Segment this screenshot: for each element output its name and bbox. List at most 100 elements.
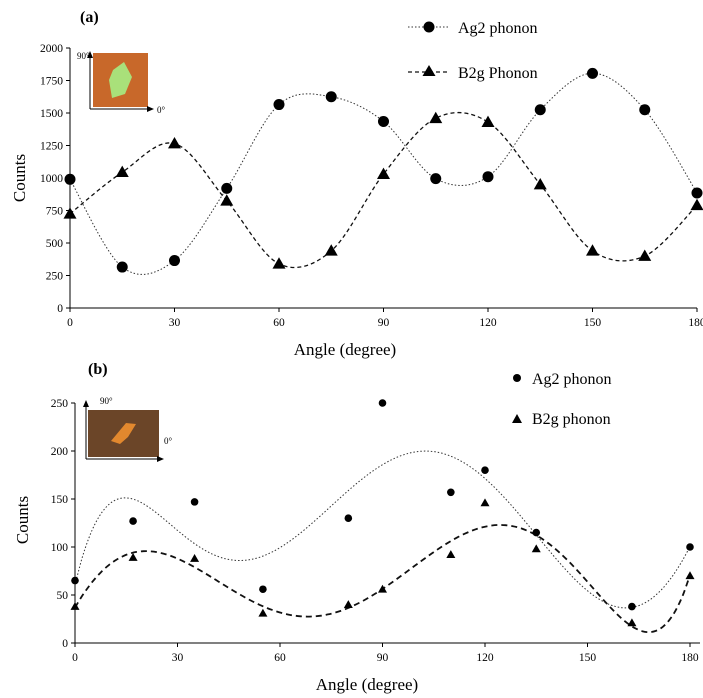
panel-a-ag2-point [64,173,76,185]
panel-b-ag2-point [447,488,455,497]
panel-a-legend-b2g-label: B2g Phonon [458,65,538,82]
panel-b-x-axis-title: Angle (degree) [316,675,418,694]
panel-b-x-tick-label: 180 [681,652,699,664]
panel-a-inset-0-label: 0° [157,105,166,115]
panel-b-b2g-point [378,584,387,593]
panel-a-b2g-point [586,244,599,256]
panel-b-b2g-point [70,602,80,610]
panel-b-label: (b) [88,361,108,378]
panel-b-x-tick-label: 150 [579,652,597,664]
panel-a-y-tick-label: 500 [46,238,64,250]
panel-a-x-tick-label: 120 [479,317,497,329]
panel-a-b2g-point [272,257,286,269]
panel-b: (b) 0 30 60 90 120 150 180 0 50 100 150 200 250 Ang… [13,361,700,694]
panel-b-inset-90-label: 90° [100,396,113,406]
panel-a-x-tick-label: 60 [273,317,285,329]
panel-a-ag2-point [482,171,494,183]
panel-a-label: (a) [80,9,99,26]
panel-a-b2g-point [429,111,443,124]
panel-a-x-tick-label: 90 [378,317,390,329]
panel-a-ag2-point [273,99,285,111]
panel-b-b2g-fit-line [74,524,691,634]
panel-a-inset-90-label: 90° [77,51,90,61]
panel-b-x-tick-label: 0 [72,652,78,664]
panel-b-legend-ag2-label: Ag2 phonon [532,371,612,388]
panel-a-x-tick-label: 150 [584,317,602,329]
panel-b-b2g-point [531,544,541,553]
panel-a-b2g-point [533,178,547,190]
panel-a: (a) 0 30 60 90 120 150 180 0 250 500 750 1000 1250 1… [10,9,703,359]
panel-b-b2g-point [627,618,637,627]
panel-a-ag2-point [639,104,651,116]
panel-b-b2g-point [446,550,456,559]
panel-a-ag2-point [691,187,703,199]
panel-b-ag2-point [686,543,694,551]
panel-a-y-tick-label: 2000 [40,43,63,55]
panel-a-y-tick-label: 250 [46,271,64,283]
panel-a-legend-ag2-label: Ag2 phonon [458,20,538,37]
panel-a-b2g-fit-line [69,112,698,269]
panel-a-y-tick-label: 750 [46,206,64,218]
panel-b-legend-b2g-label: B2g phonon [532,411,611,428]
panel-b-ag2-point [628,602,636,611]
panel-a-y-tick-label: 1250 [40,141,63,153]
panel-b-b2g-point [190,554,200,562]
panel-a-y-tick-label: 1750 [40,76,63,88]
panel-a-b2g-point [638,249,652,261]
panel-a-inset-flake [109,62,132,98]
panel-b-b2g-point [685,571,695,580]
panel-a-ag2-point [378,115,389,127]
panel-b-inset-flake [111,423,136,444]
panel-a-ag2-point [116,261,128,273]
panel-b-x-tick-label: 120 [476,652,494,664]
panel-a-legend: Ag2 phonon B2g Phonon [408,20,538,82]
panel-b-legend: Ag2 phonon B2g phonon [512,371,612,428]
panel-b-y-axis-title: Counts [13,496,32,544]
panel-a-x-tick-label: 30 [169,317,181,329]
panel-b-ag2-point [71,576,79,585]
panel-a-b2g-point [690,198,703,211]
panel-a-ag2-point [430,173,442,185]
panel-b-legend-b2g-marker [512,414,522,423]
panel-b-ag2-point [532,528,541,537]
panel-b-b2g-point [480,498,490,507]
panel-b-y-tick-label: 150 [51,494,69,506]
panel-a-ag2-point [169,255,180,267]
panel-a-y-tick-label: 1500 [40,108,63,120]
panel-b-y-tick-label: 250 [51,398,69,410]
panel-a-y-tick-label: 0 [57,303,63,315]
panel-b-ag2-point [259,585,267,594]
panel-b-ag2-fit-line [74,450,691,609]
panel-a-legend-ag2-marker [423,21,435,33]
panel-a-x-tick-label: 180 [688,317,703,329]
panel-a-b2g-point [377,167,390,179]
panel-a-b2g-point [115,165,129,178]
panel-a-b2g-point [220,194,234,206]
panel-b-y-tick-label: 100 [51,542,69,554]
panel-b-ag2-point [190,498,199,506]
panel-b-ag2-point [129,517,137,525]
panel-a-b2g-point [324,244,338,256]
panel-b-y-tick-label: 200 [51,446,69,458]
panel-a-b2g-point [481,115,495,127]
panel-b-b2g-point [258,608,268,617]
panel-b-ag2-point [481,466,489,475]
panel-a-y-tick-label: 1000 [40,173,63,185]
panel-b-legend-ag2-marker [513,374,521,382]
panel-b-b2g-point [343,600,353,608]
panel-b-x-tick-label: 60 [274,652,286,664]
panel-a-ag2-point [325,91,337,103]
panel-a-y-axis-title: Counts [10,154,29,202]
panel-b-inset: 90° 0° [83,396,173,462]
panel-a-ag2-point [221,182,233,194]
panel-a-ag2-point [587,67,598,79]
panel-b-x-tick-label: 30 [172,652,184,664]
panel-a-legend-b2g-marker [422,65,436,76]
panel-b-y-tick-label: 50 [57,590,69,602]
panel-a-x-axis-title: Angle (degree) [294,340,396,359]
panel-b-x-tick-label: 90 [377,652,389,664]
panel-a-inset: 90° 0° [77,51,166,115]
panel-a-b2g-point [63,207,77,219]
panel-a-b2g-point [168,137,181,149]
